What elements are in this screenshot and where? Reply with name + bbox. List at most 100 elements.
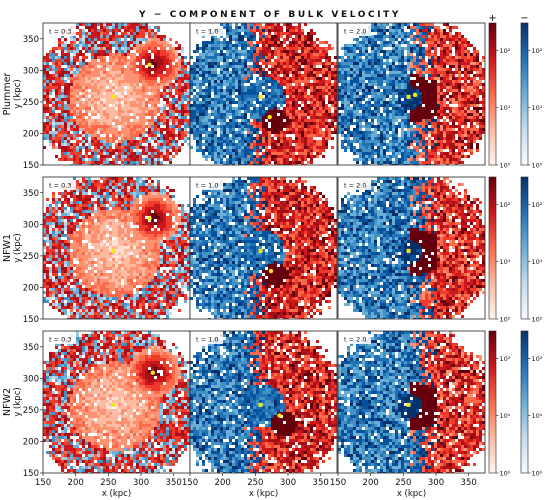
heatmap-cell — [374, 95, 377, 98]
heatmap-cell — [79, 158, 82, 161]
heatmap-cell — [55, 125, 58, 128]
heatmap-cell — [256, 71, 259, 74]
heatmap-cell — [157, 107, 160, 110]
heatmap-cell — [262, 32, 265, 35]
heatmap-cell — [220, 80, 223, 83]
heatmap-cell — [365, 62, 368, 65]
heatmap-cell — [43, 125, 46, 128]
heatmap-cell — [52, 56, 55, 59]
heatmap-cell — [395, 98, 398, 101]
heatmap-cell — [304, 140, 307, 143]
heatmap-cell — [331, 98, 334, 101]
heatmap-cell — [115, 125, 118, 128]
heatmap-cell — [413, 137, 416, 140]
heatmap-cell — [295, 113, 298, 116]
heatmap-cell — [374, 68, 377, 71]
heatmap-cell — [67, 92, 70, 95]
heatmap-cell — [322, 74, 325, 77]
heatmap-cell — [106, 38, 109, 41]
heatmap-cell — [419, 146, 422, 149]
heatmap-cell — [392, 95, 395, 98]
heatmap-cell — [362, 119, 365, 122]
heatmap-cell — [368, 53, 371, 56]
heatmap-cell — [79, 23, 82, 26]
heatmap-cell — [148, 152, 151, 155]
heatmap-cell — [383, 161, 386, 164]
heatmap-cell — [398, 86, 401, 89]
heatmap-cell — [232, 143, 235, 146]
heatmap-cell — [43, 86, 46, 89]
heatmap-cell — [374, 137, 377, 140]
heatmap-cell — [383, 92, 386, 95]
heatmap-cell — [178, 65, 181, 68]
heatmap-cell — [148, 86, 151, 89]
heatmap-cell — [130, 83, 133, 86]
heatmap-cell — [64, 158, 67, 161]
time-label: t = 1.0 — [196, 28, 218, 36]
heatmap-cell — [118, 83, 121, 86]
heatmap-cell — [52, 122, 55, 125]
heatmap-cell — [319, 80, 322, 83]
heatmap-cell — [97, 68, 100, 71]
heatmap-cell — [64, 125, 67, 128]
heatmap-cell — [325, 143, 328, 146]
heatmap-cell — [253, 53, 256, 56]
heatmap-cell — [52, 110, 55, 113]
heatmap-cell — [229, 113, 232, 116]
heatmap-cell — [244, 116, 247, 119]
heatmap-cell — [407, 140, 410, 143]
heatmap-cell — [410, 149, 413, 152]
heatmap-cell — [220, 35, 223, 38]
heatmap-cell — [298, 89, 301, 92]
heatmap-cell — [130, 137, 133, 140]
heatmap-cell — [253, 125, 256, 128]
heatmap-cell — [73, 50, 76, 53]
heatmap-cell — [241, 41, 244, 44]
heatmap-cell — [121, 122, 124, 125]
heatmap-cell — [298, 95, 301, 98]
heatmap-cell — [67, 113, 70, 116]
heatmap-cell — [67, 125, 70, 128]
heatmap-cell — [250, 68, 253, 71]
heatmap-cell — [148, 35, 151, 38]
heatmap-cell — [235, 80, 238, 83]
heatmap-cell — [187, 119, 190, 122]
heatmap-cell — [115, 146, 118, 149]
heatmap-cell — [298, 35, 301, 38]
heatmap-cell — [58, 95, 61, 98]
heatmap-cell — [202, 59, 205, 62]
heatmap-cell — [398, 125, 401, 128]
heatmap-cell — [344, 71, 347, 74]
heatmap-cell — [383, 122, 386, 125]
heatmap-cell — [76, 50, 79, 53]
heatmap-cell — [392, 35, 395, 38]
heatmap-cell — [374, 80, 377, 83]
heatmap-cell — [193, 110, 196, 113]
heatmap-cell — [392, 56, 395, 59]
heatmap-cell — [392, 29, 395, 32]
heatmap-cell — [103, 107, 106, 110]
heatmap-cell — [172, 74, 175, 77]
heatmap-cell — [58, 71, 61, 74]
heatmap-cell — [76, 56, 79, 59]
heatmap-cell — [46, 68, 49, 71]
heatmap-cell — [133, 128, 136, 131]
heatmap-cell — [419, 50, 422, 53]
heatmap-cell — [350, 149, 353, 152]
heatmap-cell — [202, 116, 205, 119]
heatmap-cell — [118, 134, 121, 137]
heatmap-cell — [109, 116, 112, 119]
heatmap-cell — [401, 143, 404, 146]
heatmap-cell — [43, 83, 46, 86]
heatmap-cell — [280, 77, 283, 80]
heatmap-cell — [154, 86, 157, 89]
heatmap-cell — [109, 47, 112, 50]
heatmap-cell — [407, 53, 410, 56]
heatmap-cell — [310, 158, 313, 161]
heatmap-cell — [344, 113, 347, 116]
heatmap-cell — [61, 116, 64, 119]
heatmap-cell — [58, 92, 61, 95]
heatmap-cell — [229, 44, 232, 47]
heatmap-cell — [301, 143, 304, 146]
heatmap-cell — [404, 80, 407, 83]
